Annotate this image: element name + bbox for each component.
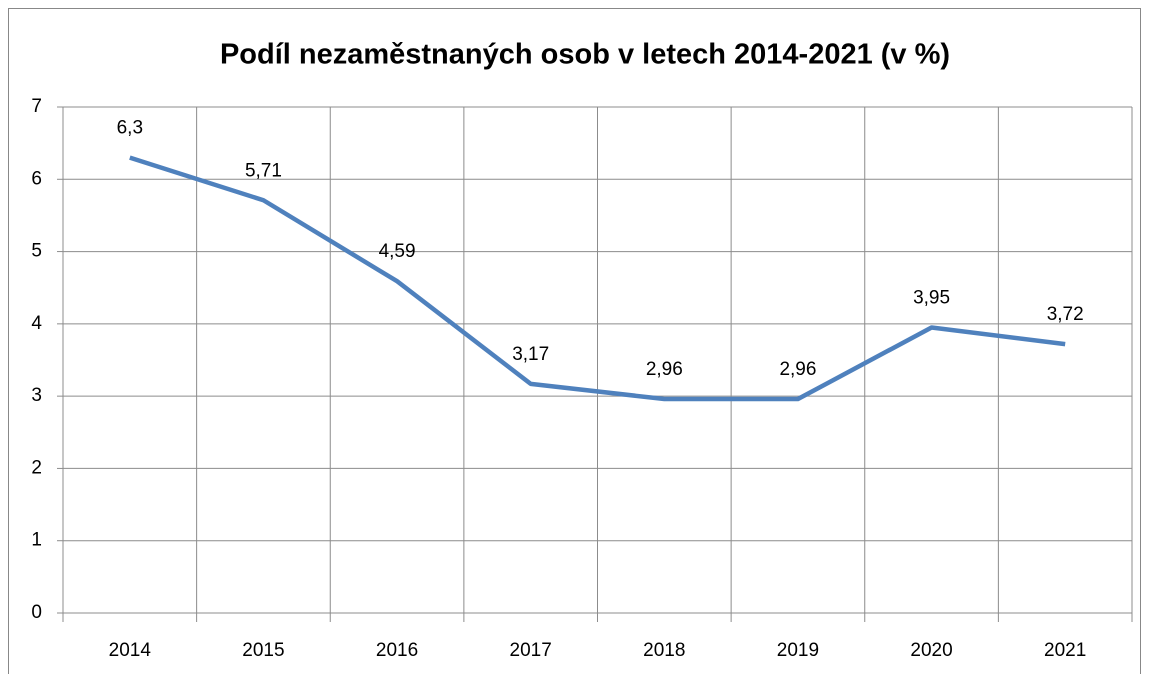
data-label: 6,3	[117, 118, 143, 139]
data-label: 2,96	[646, 359, 683, 380]
y-tick-label: 3	[31, 385, 42, 406]
data-label: 5,71	[245, 160, 282, 181]
y-tick-label: 4	[31, 313, 42, 334]
data-label: 3,95	[913, 287, 950, 308]
y-tick-label: 5	[31, 241, 42, 262]
x-tick-label: 2014	[109, 640, 152, 661]
x-tick-label: 2019	[777, 640, 819, 661]
data-label: 3,17	[512, 344, 549, 365]
x-tick-label: 2016	[376, 640, 418, 661]
x-tick-label: 2018	[643, 640, 685, 661]
line-series	[129, 155, 1066, 402]
data-label: 3,72	[1047, 304, 1084, 325]
x-tick-label: 2020	[910, 640, 952, 661]
x-tick-label: 2015	[242, 640, 284, 661]
y-tick-label: 2	[31, 457, 42, 478]
chart-title: Podíl nezaměstnaných osob v letech 2014-…	[220, 39, 950, 71]
chart-border	[8, 8, 1141, 674]
y-tick-label: 7	[31, 96, 42, 117]
y-tick-label: 6	[31, 168, 42, 189]
x-tick-label: 2017	[510, 640, 552, 661]
data-label: 4,59	[379, 241, 416, 262]
x-tick-label: 2021	[1044, 640, 1086, 661]
y-tick-label: 1	[31, 530, 42, 551]
y-tick-label: 0	[31, 602, 42, 623]
data-label: 2,96	[779, 359, 816, 380]
